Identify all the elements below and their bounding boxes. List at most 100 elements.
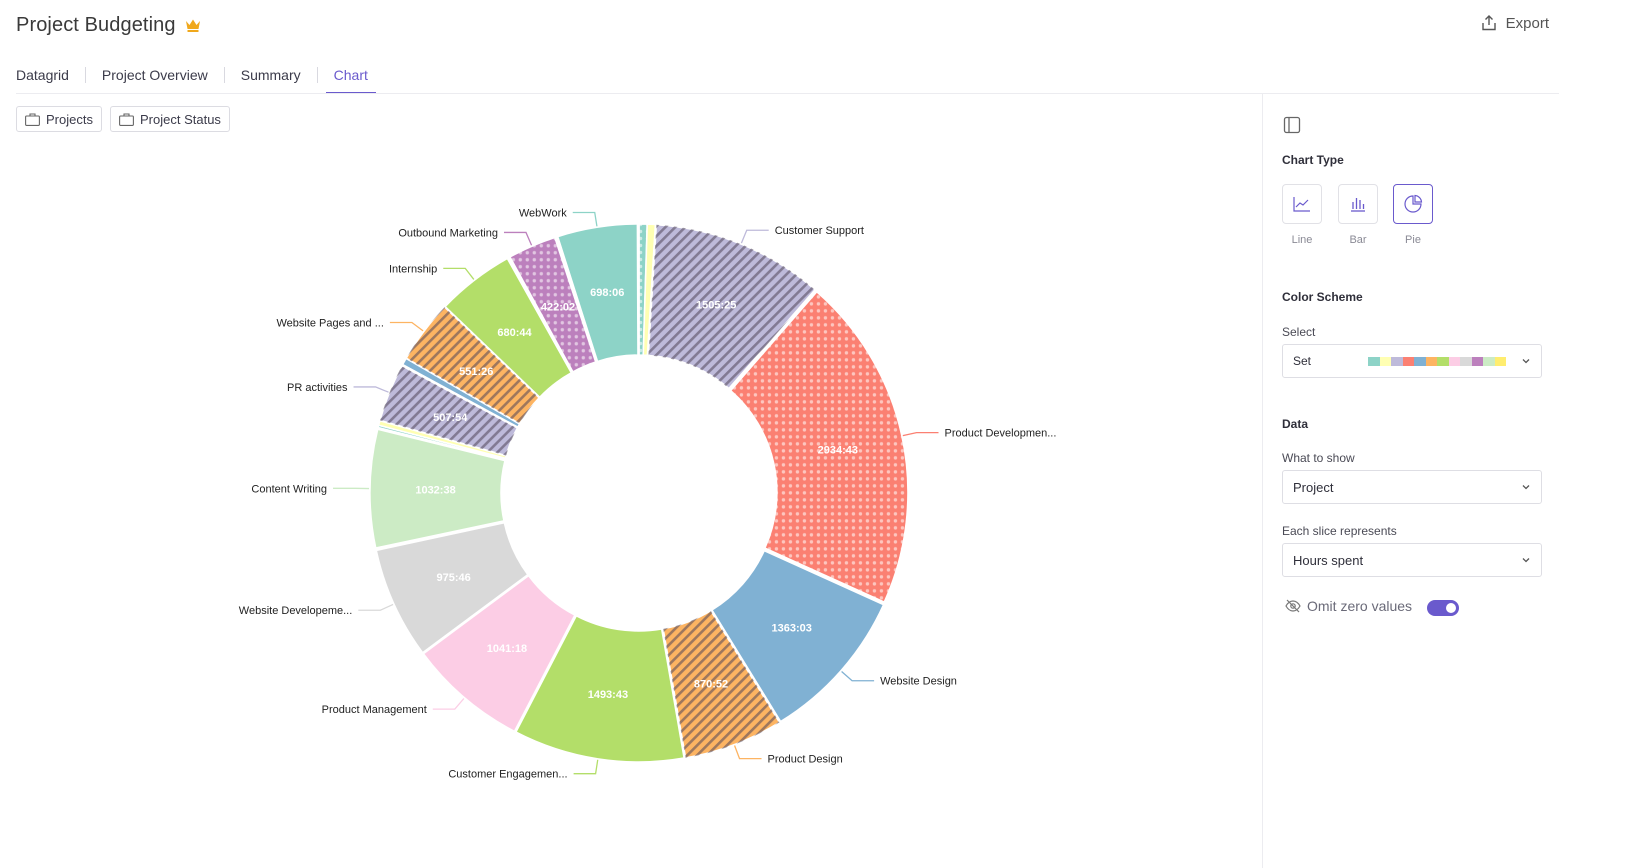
tab-summary[interactable]: Summary <box>240 67 301 83</box>
color-swatch <box>1483 357 1495 366</box>
export-icon <box>1481 15 1496 31</box>
what-to-show-label: What to show <box>1282 451 1355 465</box>
eye-off-icon <box>1285 599 1301 613</box>
what-to-show-value: Project <box>1293 479 1334 495</box>
color-scheme-value: Set <box>1293 354 1312 368</box>
slice-pattern <box>509 237 596 372</box>
slice-value-label: 870:52 <box>694 678 728 690</box>
pie-slice[interactable] <box>710 549 885 723</box>
pie-slice[interactable] <box>637 223 640 356</box>
omit-zero-label: Omit zero values <box>1307 598 1413 614</box>
color-swatch <box>1448 357 1460 366</box>
tab-project-overview[interactable]: Project Overview <box>101 67 208 83</box>
pie-slice[interactable] <box>662 609 781 759</box>
crown-icon <box>184 16 202 34</box>
pie-slice[interactable] <box>514 614 685 763</box>
color-swatch <box>1402 357 1414 366</box>
chevron-down-icon <box>1522 485 1530 490</box>
briefcase-icon <box>25 112 40 126</box>
color-swatch <box>1391 357 1403 366</box>
slice-value-label: 1493:43 <box>588 689 628 701</box>
pie-slice[interactable] <box>647 223 817 390</box>
slice-category-label: Website Design <box>880 676 957 688</box>
slice-category-label: Content Writing <box>251 483 327 495</box>
slice-pattern <box>663 610 780 758</box>
chart-type-pie-label: Pie <box>1405 234 1421 246</box>
leader-line <box>389 321 424 332</box>
color-swatch <box>1494 357 1506 366</box>
chart-area: 1505:25 Customer Support 2934:43 Product De… <box>0 140 1262 868</box>
panel-toggle-button[interactable] <box>1283 116 1301 134</box>
slice-value-label: 551:26 <box>459 366 493 378</box>
leader-line <box>740 229 769 244</box>
slice-value-label: 507:54 <box>433 412 468 424</box>
sidebar-toggle-icon <box>1283 116 1301 134</box>
color-swatch <box>1437 357 1449 366</box>
slice-category-label: Product Management <box>322 704 427 716</box>
slice-category-label: Product Design <box>768 754 843 766</box>
color-swatch <box>1471 357 1483 366</box>
slice-category-label: Website Developeme... <box>239 605 353 617</box>
select-label: Select <box>1282 325 1316 339</box>
chart-type-title: Chart Type <box>1282 153 1344 167</box>
export-button[interactable]: Export <box>1480 14 1549 32</box>
slice-value-label: 698:06 <box>590 287 624 299</box>
slice-pattern <box>639 224 648 356</box>
slice-pattern <box>648 224 815 389</box>
omit-zero-toggle[interactable] <box>1427 600 1459 616</box>
chevron-down-icon <box>1522 359 1530 364</box>
slice-represents-select[interactable]: Hours spent <box>1282 543 1542 577</box>
chip-label: Project Status <box>140 111 221 127</box>
group-chip-project-status[interactable]: Project Status <box>110 106 230 132</box>
tabs-divider <box>16 93 1559 94</box>
pie-slice[interactable] <box>729 290 909 604</box>
chart-type-pie-button[interactable] <box>1393 184 1433 224</box>
slice-pattern <box>379 365 518 456</box>
chart-settings-panel: Chart Type Line Bar Pie Color Scheme Sel… <box>1262 94 1560 868</box>
omit-zero-row: Omit zero values <box>1285 598 1412 614</box>
chart-type-bar-label: Bar <box>1349 234 1367 246</box>
donut-chart: 1505:25 Customer Support 2934:43 Product De… <box>239 207 1057 781</box>
color-swatch <box>1368 357 1380 366</box>
slice-value-label: 680:44 <box>497 327 532 339</box>
leader-line <box>432 698 465 710</box>
slice-pattern <box>730 291 908 603</box>
leader-line <box>358 603 394 611</box>
slice-category-label: Customer Support <box>775 225 864 237</box>
leader-line <box>572 211 598 227</box>
slice-category-label: Customer Engagemen... <box>448 769 567 781</box>
slice-value-label: 422:02 <box>541 301 575 313</box>
slice-value-label: 2934:43 <box>818 445 858 457</box>
chart-type-line-button[interactable] <box>1282 184 1322 224</box>
leader-line <box>503 231 533 246</box>
chart-type-bar-button[interactable] <box>1338 184 1378 224</box>
leader-line <box>733 745 762 760</box>
slice-value-label: 1363:03 <box>772 623 812 635</box>
slice-category-label: PR activities <box>287 382 348 394</box>
slice-category-label: Outbound Marketing <box>398 227 498 239</box>
view-tabs: Datagrid Project Overview Summary Chart <box>16 56 384 94</box>
leader-line <box>841 670 875 682</box>
slice-value-label: 1032:38 <box>415 485 455 497</box>
tab-divider <box>223 67 225 83</box>
slice-value-label: 1505:25 <box>696 300 736 312</box>
slice-value-label: 1041:18 <box>487 643 527 655</box>
data-title: Data <box>1282 417 1309 431</box>
tab-chart[interactable]: Chart <box>318 56 384 94</box>
slice-value-label: 975:46 <box>437 572 471 584</box>
group-chip-projects[interactable]: Projects <box>16 106 102 132</box>
pie-chart-icon <box>1404 194 1423 213</box>
page-title: Project Budgeting <box>16 13 176 36</box>
color-scheme-select[interactable]: Set <box>1282 344 1542 378</box>
pie-slice[interactable] <box>642 223 657 357</box>
color-scheme-title: Color Scheme <box>1282 290 1363 304</box>
color-swatch <box>1425 357 1437 366</box>
tab-datagrid[interactable]: Datagrid <box>16 67 69 83</box>
pie-slice[interactable] <box>405 306 541 425</box>
leader-line <box>353 386 389 393</box>
tab-divider <box>84 67 86 83</box>
slice-category-label: WebWork <box>519 207 567 219</box>
slice-category-label: Internship <box>389 263 437 275</box>
what-to-show-select[interactable]: Project <box>1282 470 1542 504</box>
pie-slice[interactable] <box>422 574 576 733</box>
